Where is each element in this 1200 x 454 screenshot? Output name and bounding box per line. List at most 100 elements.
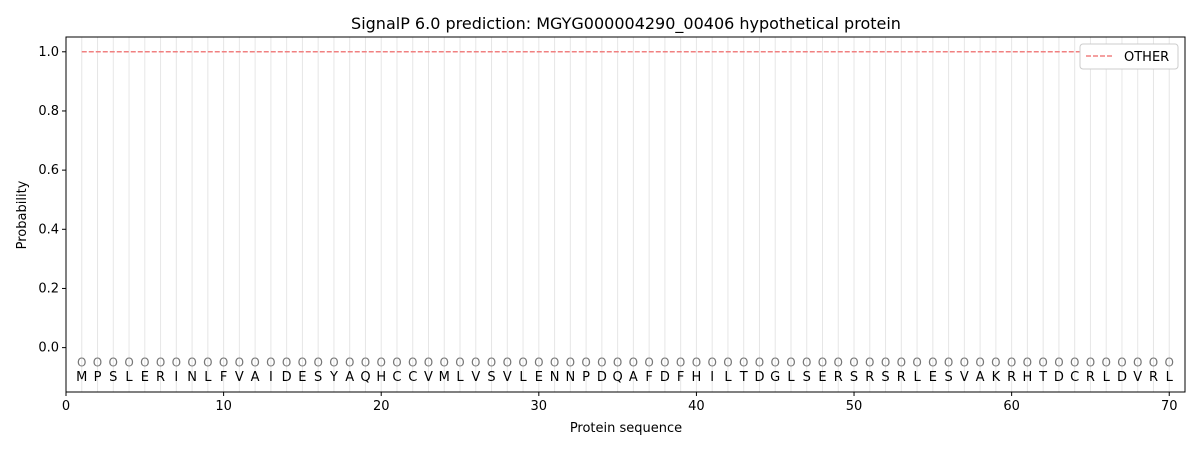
region-label-o: O [755,355,764,369]
residue-label: L [1166,370,1174,385]
region-label-o: O [912,355,921,369]
x-tick-label: 0 [62,399,70,414]
region-label-o: O [156,355,165,369]
region-label-o: O [219,355,228,369]
region-label-o: O [786,355,795,369]
residue-label: V [503,370,512,385]
residue-label: M [76,370,87,385]
residue-label: N [187,370,197,385]
legend: OTHER [1079,43,1179,70]
residue-label: R [1007,370,1016,385]
region-label-o: O [93,355,102,369]
residue-label: R [1149,370,1158,385]
residue-label: H [692,370,702,385]
region-label-o: O [881,355,890,369]
residue-label: P [94,370,102,385]
residue-label: C [392,370,401,385]
residue-label: Q [613,370,623,385]
region-label-o: O [723,355,732,369]
region-label-o: O [644,355,653,369]
residue-label: V [960,370,969,385]
y-tick-label: 0.6 [38,163,59,178]
region-label-o: O [975,355,984,369]
region-label-o: O [944,355,953,369]
region-label-o: O [266,355,275,369]
y-tick-label: 1.0 [38,45,59,60]
residue-label: R [865,370,874,385]
y-tick-label: 0.2 [38,281,59,296]
y-axis: 0.0 0.2 0.4 0.6 0.8 1.0 [38,45,66,356]
region-label-o: O [77,355,86,369]
residue-label: Q [360,370,370,385]
region-label-o: O [818,355,827,369]
residue-label: L [787,370,795,385]
residue-label: R [156,370,165,385]
x-tick-label: 50 [846,399,863,414]
residue-label: D [754,370,764,385]
region-label-o: O [865,355,874,369]
residue-label: V [424,370,433,385]
region-label-o: O [1117,355,1126,369]
x-tick-label: 20 [373,399,390,414]
region-label-o: O [802,355,811,369]
residue-label: E [818,370,826,385]
region-label-o: O [392,355,401,369]
x-tick-label: 40 [688,399,705,414]
residue-label: S [487,370,495,385]
region-label-o: O [282,355,291,369]
region-label-o: O [424,355,433,369]
residue-label: E [141,370,149,385]
region-label-o: O [329,355,338,369]
region-label-o: O [1133,355,1142,369]
residue-label: S [944,370,952,385]
region-label-o: O [187,355,196,369]
region-label-o: O [660,355,669,369]
region-label-o: O [676,355,685,369]
residue-label: L [519,370,527,385]
residue-label: A [251,370,260,385]
region-label-o: O [1038,355,1047,369]
residue-label: E [929,370,937,385]
region-label-o: O [408,355,417,369]
residue-label: R [834,370,843,385]
residue-label: S [109,370,117,385]
region-label-o: O [581,355,590,369]
region-label-o: O [124,355,133,369]
region-label-o: O [1165,355,1174,369]
residue-label: R [897,370,906,385]
region-label-o: O [991,355,1000,369]
residue-label: L [456,370,464,385]
legend-box [1079,43,1179,70]
region-label-o: O [707,355,716,369]
region-label-o: O [361,355,370,369]
residue-label: R [1086,370,1095,385]
residue-label: T [739,370,748,385]
region-label-o: O [172,355,181,369]
region-label-o: O [849,355,858,369]
residue-label: N [565,370,575,385]
residue-label: F [677,370,684,385]
region-label-o: O [471,355,480,369]
residue-label: D [1117,370,1127,385]
residue-label: S [803,370,811,385]
residue-label: E [535,370,543,385]
residue-label: I [710,370,714,385]
region-label-o: O [834,355,843,369]
residue-label: T [1038,370,1047,385]
grid [81,37,1170,392]
y-axis-label: Probability [15,180,30,249]
residue-label: K [992,370,1001,385]
region-label-o: O [503,355,512,369]
region-label-o: O [1086,355,1095,369]
residue-label: V [1133,370,1142,385]
region-label-o: O [109,355,118,369]
y-tick-label: 0.0 [38,341,59,356]
residue-label: C [1070,370,1079,385]
region-label-o: O [1101,355,1110,369]
region-label-o: O [629,355,638,369]
plot-frame [65,36,1186,393]
residue-label: V [235,370,244,385]
x-tick-label: 70 [1161,399,1178,414]
residue-label: C [408,370,417,385]
